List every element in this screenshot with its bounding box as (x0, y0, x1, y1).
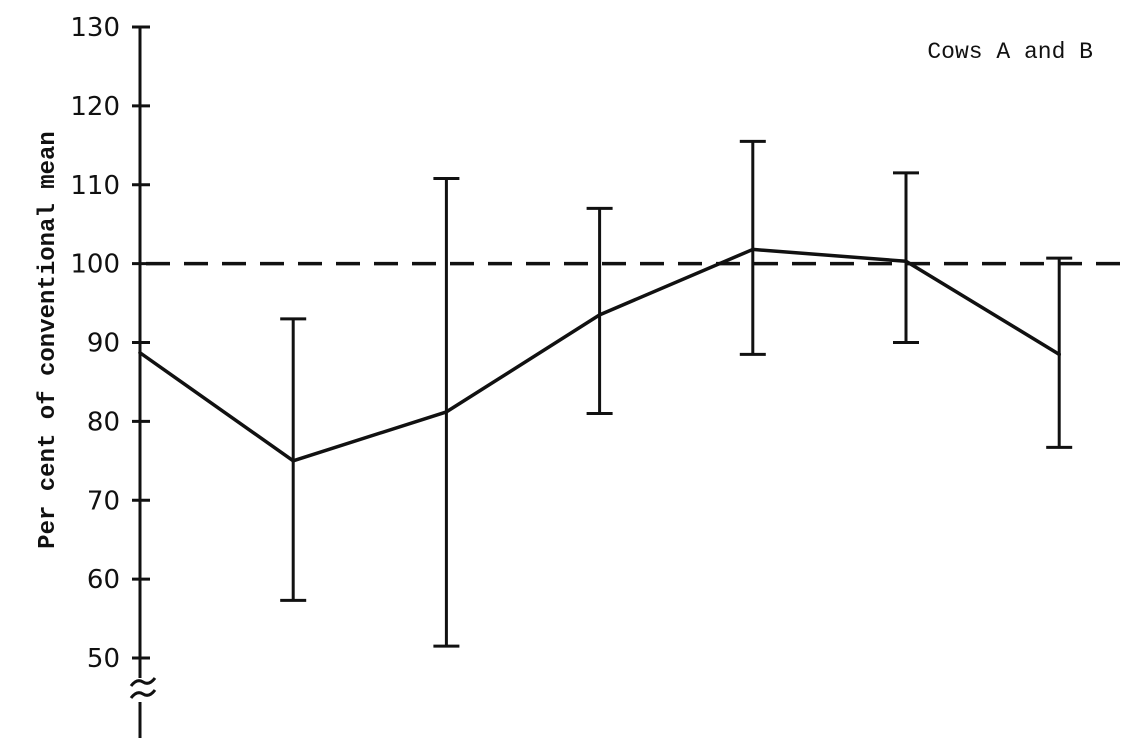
y-tick-label: 100 (70, 250, 120, 280)
error-bars-group (280, 139, 1073, 648)
y-tick-label: 110 (70, 171, 120, 201)
error-bar (586, 206, 613, 415)
data-point (1057, 352, 1061, 357)
data-point (904, 259, 908, 264)
data-point (291, 459, 296, 463)
chart-annotation: Cows A and B (927, 39, 1093, 65)
y-tick-label: 70 (87, 486, 120, 516)
data-point (751, 247, 755, 252)
data-point (597, 313, 602, 317)
series-line-group (138, 247, 1061, 463)
y-tick-label: 120 (70, 92, 120, 122)
error-bar (893, 171, 919, 344)
data-point (138, 350, 142, 355)
y-tick-label: 50 (87, 644, 120, 674)
y-axis-group: 50 60 70 80 90 100 110 120 130 (70, 13, 157, 738)
y-tick-label: 90 (87, 329, 120, 359)
y-axis-label: Per cent of conventional mean (35, 131, 62, 549)
y-axis-break-icon (129, 677, 157, 699)
y-tick-label: 60 (87, 565, 120, 595)
y-tick-label: 80 (87, 407, 120, 437)
y-tick-label: 130 (70, 13, 120, 43)
data-point (444, 410, 449, 414)
